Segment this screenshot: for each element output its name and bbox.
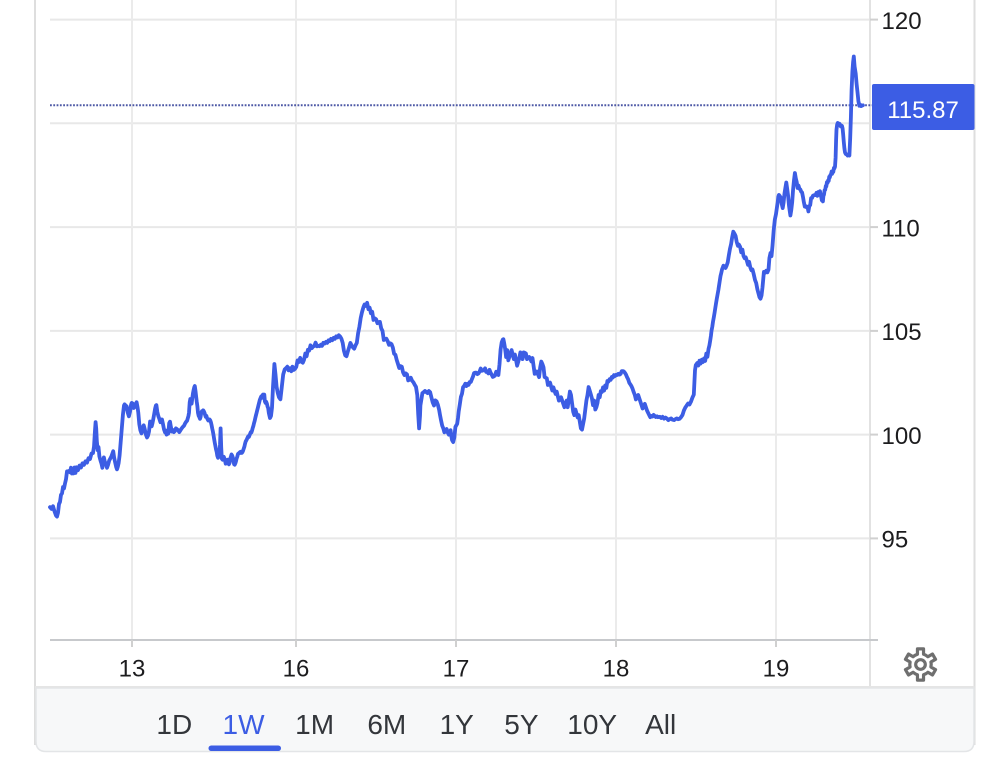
svg-text:115.87: 115.87 xyxy=(887,97,959,124)
svg-text:13: 13 xyxy=(119,656,146,683)
svg-text:1D: 1D xyxy=(156,709,192,740)
svg-text:1M: 1M xyxy=(295,709,334,740)
svg-text:All: All xyxy=(645,709,676,740)
svg-text:5Y: 5Y xyxy=(504,709,539,740)
svg-text:105: 105 xyxy=(882,319,922,346)
svg-text:10Y: 10Y xyxy=(567,709,617,740)
svg-text:120: 120 xyxy=(882,8,922,35)
svg-text:16: 16 xyxy=(283,656,310,683)
svg-text:6M: 6M xyxy=(367,709,406,740)
svg-text:18: 18 xyxy=(603,656,630,683)
svg-text:110: 110 xyxy=(882,215,920,242)
svg-text:95: 95 xyxy=(882,527,909,554)
svg-text:1W: 1W xyxy=(223,709,266,740)
svg-text:100: 100 xyxy=(882,423,922,450)
svg-text:19: 19 xyxy=(763,656,790,683)
svg-text:17: 17 xyxy=(443,656,470,683)
svg-text:1Y: 1Y xyxy=(440,709,475,740)
